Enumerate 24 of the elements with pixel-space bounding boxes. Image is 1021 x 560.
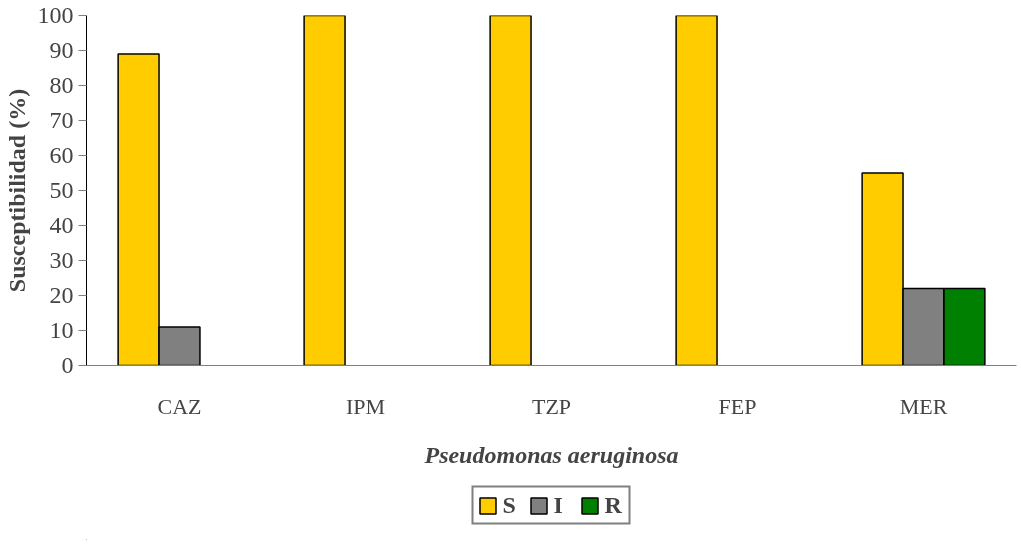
bar	[303, 15, 346, 366]
legend-label: R	[604, 491, 623, 519]
y-tick-label: 90	[49, 37, 74, 63]
legend-label: S	[502, 491, 517, 519]
y-tick-label: 80	[49, 72, 74, 98]
y-tick-label: 20	[49, 282, 74, 308]
y-tick-label: 30	[49, 247, 74, 273]
y-tick-label: 100	[37, 2, 74, 28]
y-tick-label: 60	[49, 142, 74, 168]
bar	[675, 15, 718, 366]
x-tick-label: MER	[899, 393, 948, 419]
x-tick-label: FEP	[718, 393, 757, 419]
x-tick-label: CAZ	[157, 393, 202, 419]
x-tick-label: IPM	[345, 393, 386, 419]
legend-label: I	[553, 491, 564, 519]
x-axis-title: Pseudomonas aeruginosa	[423, 441, 679, 468]
x-tick-label: TZP	[531, 393, 572, 419]
y-tick-label: 50	[49, 177, 74, 203]
y-tick-label: 10	[49, 317, 74, 343]
y-tick-label: 0	[61, 352, 74, 378]
bar	[489, 15, 532, 366]
y-tick-label: 70	[49, 107, 74, 133]
y-axis-title: Susceptibilidad (%)	[3, 88, 30, 293]
y-tick-label: 40	[49, 212, 74, 238]
